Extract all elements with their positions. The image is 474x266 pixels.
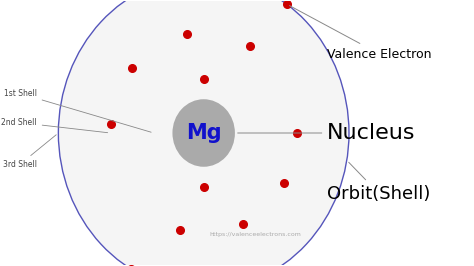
Text: Valence Electron: Valence Electron (290, 6, 432, 61)
Text: 3rd Shell: 3rd Shell (3, 135, 56, 169)
Text: Nucleus: Nucleus (237, 123, 416, 143)
Ellipse shape (154, 79, 254, 187)
Ellipse shape (110, 32, 297, 234)
Text: 1st Shell: 1st Shell (4, 89, 151, 132)
Text: https://valenceelectrons.com: https://valenceelectrons.com (210, 232, 301, 237)
Ellipse shape (58, 0, 349, 266)
Text: 2nd Shell: 2nd Shell (1, 118, 108, 133)
Text: Orbit(Shell): Orbit(Shell) (328, 162, 431, 202)
Ellipse shape (173, 99, 235, 167)
Text: Mg: Mg (186, 123, 221, 143)
